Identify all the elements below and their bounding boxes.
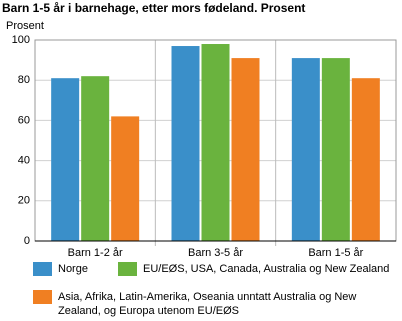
legend-swatch xyxy=(118,262,137,276)
y-tick-label: 80 xyxy=(18,74,30,86)
legend-item: Norge xyxy=(33,262,88,276)
bar xyxy=(51,78,80,241)
chart-title: Barn 1-5 år i barnehage, etter mors føde… xyxy=(2,1,305,15)
bar xyxy=(81,76,110,242)
bar xyxy=(231,58,260,242)
legend-swatch xyxy=(33,262,52,276)
x-tick-label: Barn 1-5 år xyxy=(308,247,363,259)
legend-label: Asia, Afrika, Latin-Amerika, Oseania unn… xyxy=(58,291,357,317)
y-tick-label: 60 xyxy=(18,114,30,126)
bar xyxy=(171,46,200,241)
legend-item: EU/EØS, USA, Canada, Australia og New Ze… xyxy=(118,262,389,276)
y-tick-label: 0 xyxy=(24,235,30,247)
y-tick-label: 40 xyxy=(18,155,30,167)
legend-label: Norge xyxy=(58,263,88,275)
legend-item: Asia, Afrika, Latin-Amerika, Oseania unn… xyxy=(33,290,388,318)
y-tick-label: 20 xyxy=(18,195,30,207)
legend-label: EU/EØS, USA, Canada, Australia og New Ze… xyxy=(143,263,390,275)
bar xyxy=(351,78,380,241)
x-tick-label: Barn 3-5 år xyxy=(188,247,243,259)
bar xyxy=(201,44,230,241)
y-tick-label: 100 xyxy=(12,34,30,46)
x-tick-label: Barn 1-2 år xyxy=(68,247,123,259)
y-axis-label: Prosent xyxy=(6,20,44,32)
legend-swatch xyxy=(33,290,52,304)
bar xyxy=(111,116,140,241)
bar xyxy=(321,58,350,242)
bar xyxy=(291,58,320,242)
